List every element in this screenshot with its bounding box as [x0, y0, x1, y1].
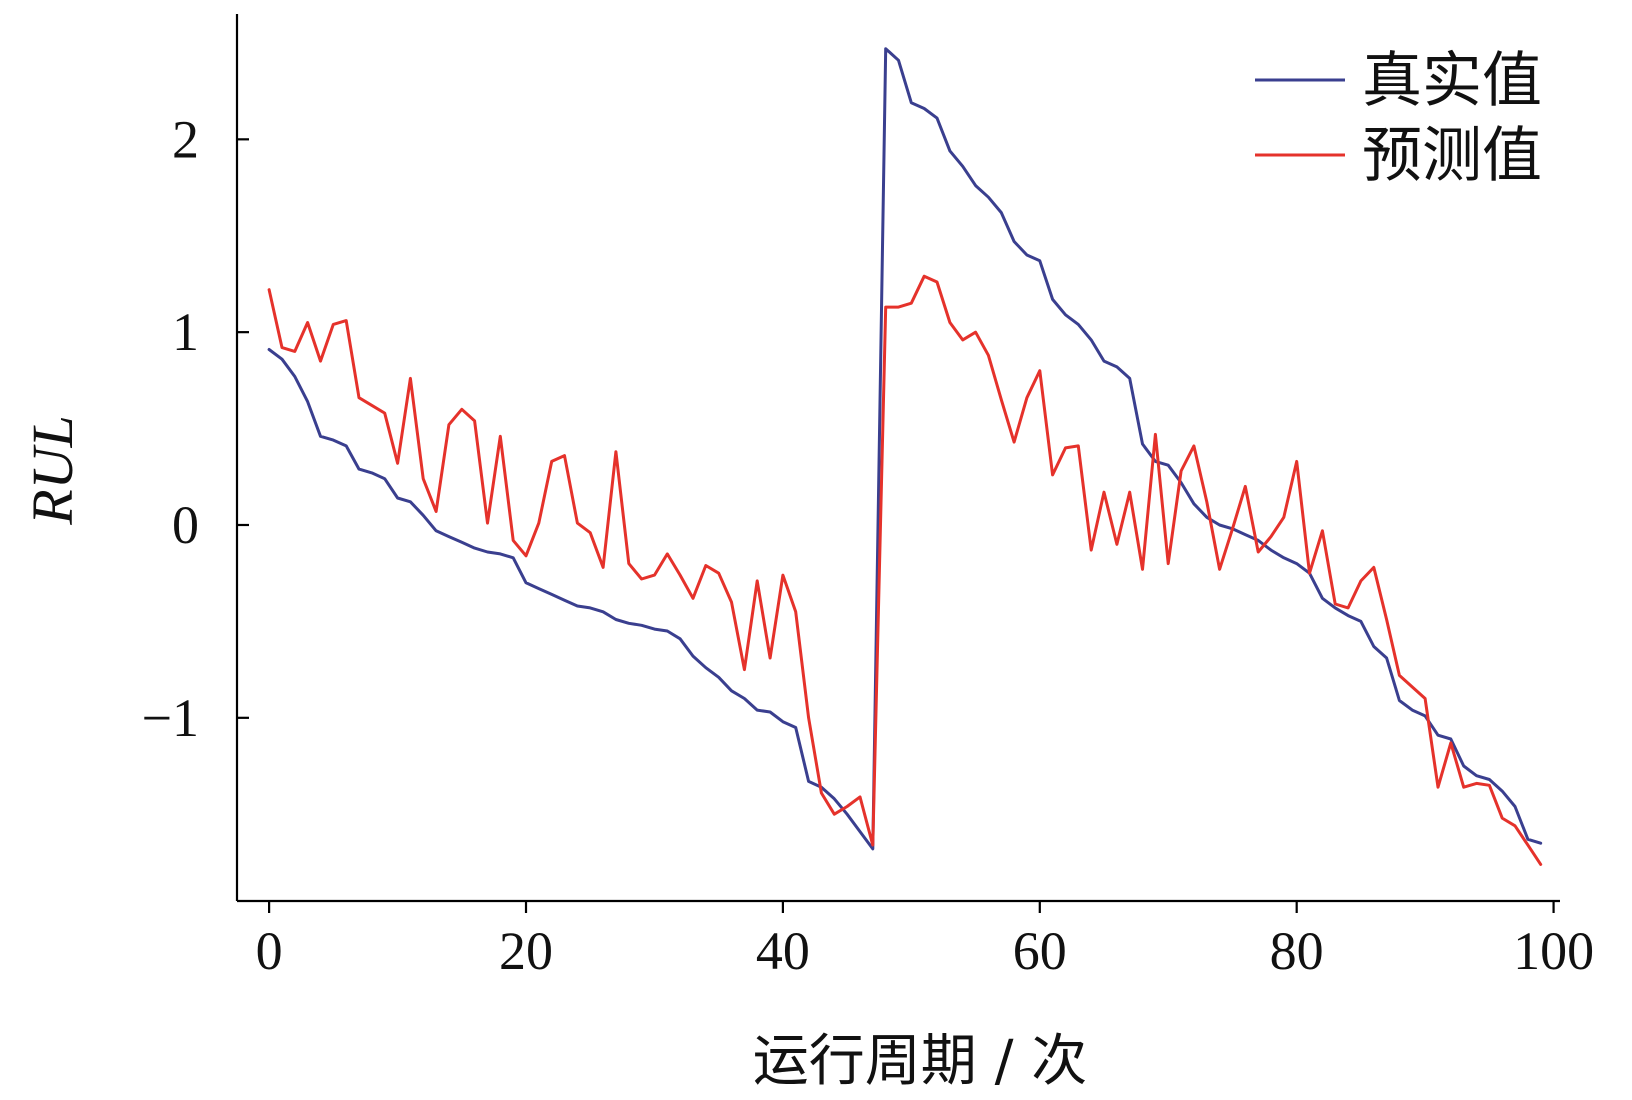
series-lines — [267, 47, 1543, 866]
x-tick-label: 40 — [756, 921, 810, 981]
y-axis-title: RUL — [20, 415, 85, 526]
x-ticks: 0 20 40 60 80 100 — [256, 901, 1594, 981]
x-tick-label: 100 — [1513, 921, 1594, 981]
legend-label: 预测值 — [1362, 121, 1542, 191]
x-axis-title: 运行周期 / 次 — [753, 1029, 1087, 1094]
x-tick-label: 20 — [499, 921, 553, 981]
y-tick-label: 2 — [172, 109, 199, 169]
y-tick-label: 0 — [172, 495, 199, 555]
axes — [235, 14, 1560, 903]
y-ticks: −1 0 1 2 — [142, 109, 249, 748]
series-line-actual — [267, 47, 1543, 851]
x-tick-label: 60 — [1013, 921, 1067, 981]
y-tick-label: 1 — [172, 302, 199, 362]
x-tick-label: 0 — [256, 921, 283, 981]
y-tick-label: −1 — [142, 688, 199, 748]
legend-label: 真实值 — [1362, 46, 1542, 116]
series-line-predicted — [267, 274, 1543, 866]
x-tick-label: 80 — [1270, 921, 1324, 981]
